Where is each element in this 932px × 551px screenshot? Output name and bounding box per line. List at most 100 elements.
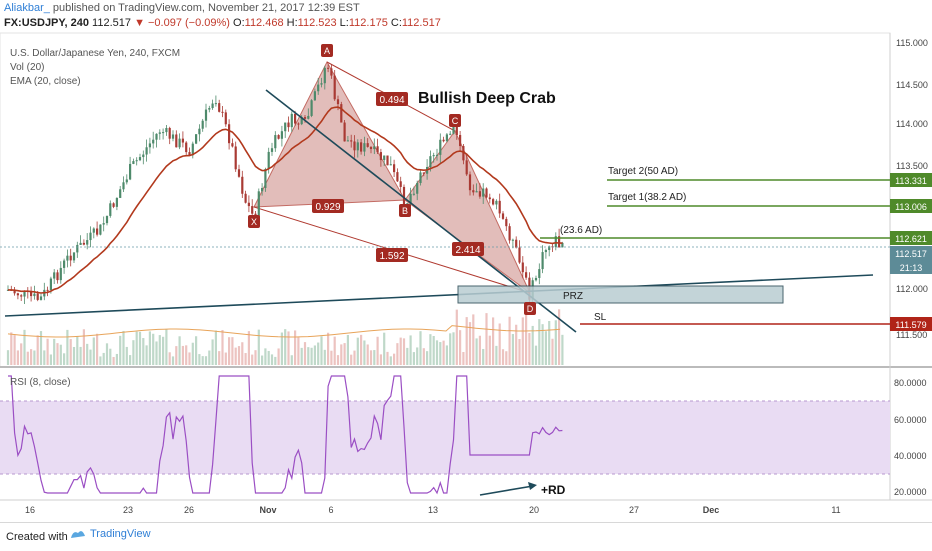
rd-divergence-line[interactable] xyxy=(479,485,534,496)
ratio-bd-tag[interactable]: 2.414 xyxy=(452,242,484,256)
candle-body xyxy=(274,135,277,149)
author-link[interactable]: Aliakbar_ xyxy=(4,2,50,14)
volume-bar xyxy=(317,342,320,365)
candle-body xyxy=(129,163,132,180)
candle-body xyxy=(393,164,396,173)
candle-body xyxy=(224,112,227,125)
volume-bar xyxy=(369,350,373,365)
volume-bar xyxy=(175,346,178,365)
volume-bar xyxy=(135,331,138,365)
time-tick: 27 xyxy=(629,505,639,515)
candle-body xyxy=(30,290,33,297)
volume-bar xyxy=(310,347,313,365)
volume-bar xyxy=(422,348,425,365)
point-c-marker[interactable]: C xyxy=(449,114,461,127)
price-axis[interactable]: 115.000 114.500 114.000 113.500 112.000 … xyxy=(896,38,928,340)
volume-bar xyxy=(89,349,92,365)
volume-bar xyxy=(419,331,422,365)
volume-bar xyxy=(313,345,316,365)
volume-bar xyxy=(323,349,326,365)
volume-bar xyxy=(191,342,194,365)
tradingview-logo-icon xyxy=(71,531,85,538)
candle-body xyxy=(53,272,56,279)
close-value: 112.517 xyxy=(401,17,441,29)
volume-bar xyxy=(76,336,79,365)
time-axis[interactable]: 16 23 26 Nov 6 13 20 27 Dec 11 xyxy=(25,505,841,515)
candle-body xyxy=(125,179,128,183)
ratio-xa-tag[interactable]: 0.929 xyxy=(312,199,344,213)
volume-bar xyxy=(10,332,13,365)
volume-bar xyxy=(96,333,99,365)
candle-body xyxy=(105,215,109,224)
volume-bar xyxy=(198,354,201,365)
point-d-label: D xyxy=(527,304,534,314)
tradingview-link[interactable]: TradingView xyxy=(70,528,151,540)
volume-bar xyxy=(214,330,217,365)
candle-body xyxy=(452,123,455,134)
volume-bar xyxy=(511,334,514,365)
candle-body xyxy=(228,124,231,144)
volume-bar xyxy=(109,348,112,365)
volume-bar xyxy=(122,330,125,365)
symbol-info-bar: FX:USDJPY, 240 112.517 ▼ −0.097 (−0.09%)… xyxy=(4,17,441,29)
point-x-marker[interactable]: X xyxy=(248,215,260,228)
candle-body xyxy=(82,242,85,245)
volume-bar xyxy=(158,335,161,365)
point-a-marker[interactable]: A xyxy=(321,44,333,57)
volume-bar xyxy=(459,330,462,365)
chart-canvas[interactable]: PRZ Target 2(50 AD) Target 1(38.2 AD) (2… xyxy=(0,0,932,522)
volume-bar xyxy=(264,348,267,365)
volume-bar xyxy=(412,352,415,365)
high-value: 112.523 xyxy=(297,17,337,29)
candle-body xyxy=(165,127,168,133)
volume-bar xyxy=(53,338,56,365)
volume-bar xyxy=(204,356,208,365)
volume-bar xyxy=(185,345,188,365)
volume-bar xyxy=(439,342,442,365)
volume-bar xyxy=(6,350,10,365)
volume-bar xyxy=(508,316,511,365)
rsi-legend: RSI (8, close) xyxy=(10,377,71,388)
volume-bar xyxy=(501,349,505,365)
volume-bar xyxy=(277,348,280,365)
footer: Created with TradingView xyxy=(0,522,932,551)
created-with-text: Created with xyxy=(6,531,68,543)
rsi-band xyxy=(0,401,890,474)
volume-bar xyxy=(544,331,547,365)
prz-box[interactable] xyxy=(457,285,784,304)
candle-body xyxy=(313,91,316,101)
rd-label: +RD xyxy=(541,483,566,497)
candle-body xyxy=(270,148,274,152)
rsi-axis[interactable]: 80.0000 60.0000 40.0000 20.0000 xyxy=(894,378,927,497)
candle-body xyxy=(46,289,49,291)
candle-body xyxy=(195,134,198,144)
volume-bar xyxy=(270,354,274,365)
price-tick: 112.000 xyxy=(896,284,928,294)
volume-bar xyxy=(389,356,392,365)
volume-bar xyxy=(468,322,472,365)
price-tick: 114.500 xyxy=(896,80,928,90)
candle-body xyxy=(297,123,300,125)
volume-bar xyxy=(551,338,554,365)
tradingview-brand: TradingView xyxy=(90,528,151,540)
candle-body xyxy=(214,103,217,105)
candle-body xyxy=(201,120,204,129)
rsi-tick: 20.0000 xyxy=(894,487,927,497)
ratio-xa-text: 0.929 xyxy=(315,202,340,213)
candle-body xyxy=(86,240,89,245)
support-trendline[interactable] xyxy=(4,274,874,317)
candle-body xyxy=(356,142,359,151)
volume-bar xyxy=(79,346,82,365)
point-b-marker[interactable]: B xyxy=(399,204,411,217)
ratio-ab-tag[interactable]: 0.494 xyxy=(376,92,408,106)
ratio-xd-tag[interactable]: 1.592 xyxy=(376,248,408,262)
rsi-line xyxy=(8,375,563,495)
volume-bar xyxy=(505,351,508,365)
tag-236: 112.621 xyxy=(890,231,932,245)
time-tick: 23 xyxy=(123,505,133,515)
volume-bar xyxy=(475,338,478,365)
point-d-marker[interactable]: D xyxy=(524,302,536,315)
symbol-name[interactable]: FX:USDJPY, 240 xyxy=(4,17,89,29)
volume-bar xyxy=(320,336,323,365)
legend-vol: Vol (20) xyxy=(10,62,44,73)
